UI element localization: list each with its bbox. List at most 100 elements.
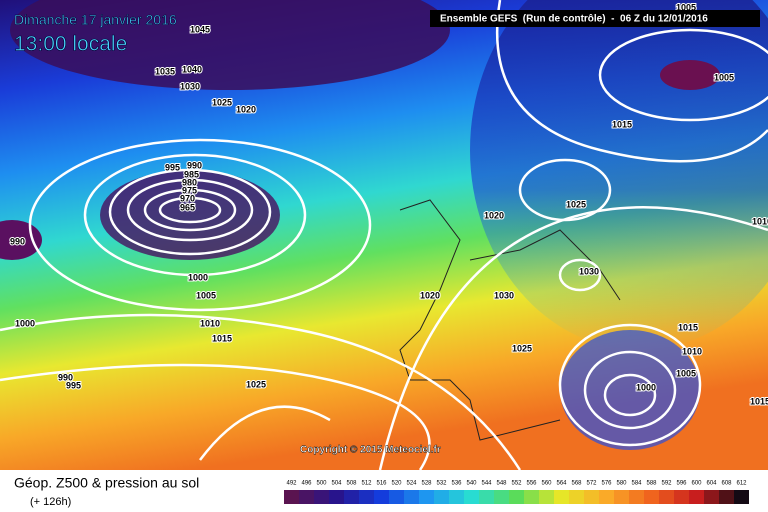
scale-swatch [599,490,614,504]
scale-label: 504 [331,481,342,487]
scale-swatch [689,490,704,504]
scale-label: 540 [466,481,477,487]
scale-swatch [629,490,644,504]
scale-swatch [659,490,674,504]
scale-label: 520 [391,481,402,487]
scale-label: 532 [436,481,447,487]
scale-swatch [734,490,749,504]
scale-label: 588 [646,481,657,487]
isobar-label: 1020 [484,210,504,220]
scale-label: 512 [361,481,372,487]
scale-label: 536 [451,481,462,487]
isobar-label: 1010 [682,346,702,356]
scale-swatch [464,490,479,504]
scale-swatch [704,490,719,504]
scale-label: 508 [346,481,357,487]
scale-label: 528 [421,481,432,487]
scale-label: 584 [631,481,642,487]
footer-title: Géop. Z500 & pression au sol [14,475,199,491]
scale-label: 592 [661,481,672,487]
scale-swatch [389,490,404,504]
scale-label: 492 [286,481,297,487]
scale-label: 572 [586,481,597,487]
background [0,0,768,470]
run-box [430,10,760,27]
scale-swatch [539,490,554,504]
scale-swatch [404,490,419,504]
isobar-label: 1030 [579,266,599,276]
isobar-label: 970 [180,193,195,203]
isobar-label: 1030 [180,81,200,91]
isobar-label: 1025 [566,199,586,209]
isobar-label: 1045 [190,24,210,34]
scale-label: 516 [376,481,387,487]
scale-swatch [509,490,524,504]
isobar-label: 1000 [15,318,35,328]
scale-label: 500 [316,481,327,487]
scale-swatch [614,490,629,504]
scale-swatch [554,490,569,504]
scale-label: 548 [496,481,507,487]
scale-label: 560 [541,481,552,487]
isobar-label: 1015 [212,333,232,343]
scale-swatch [329,490,344,504]
scale-label: 544 [481,481,492,487]
isobar-label: 1015 [612,119,632,129]
scale-label: 556 [526,481,537,487]
scale-label: 600 [691,481,702,487]
isobar-label: 965 [180,202,195,212]
isobar-label: 990 [58,372,73,382]
isobar-label: 990 [187,160,202,170]
scale-swatch [374,490,389,504]
isobar-label: 995 [66,380,81,390]
isobar-label: 1035 [155,66,175,76]
isobar-label: 985 [184,169,199,179]
isobar-label: 1020 [420,290,440,300]
scale-label: 576 [601,481,612,487]
scale-swatch [584,490,599,504]
scale-swatch [524,490,539,504]
scale-label: 568 [571,481,582,487]
scale-label: 580 [616,481,627,487]
scale-swatch [674,490,689,504]
date: Dimanche 17 janvier 2016 [14,12,177,28]
scale-label: 564 [556,481,567,487]
isobar-label: 975 [182,185,197,195]
isobar-label: 1040 [182,64,202,74]
isobar-label: 1025 [512,343,532,353]
scale-swatch [344,490,359,504]
scale-swatch [644,490,659,504]
isobar-label: 1005 [196,290,216,300]
scale-swatch [479,490,494,504]
scale-swatch [359,490,374,504]
run-info: Ensemble GEFS (Run de contrôle) - 06 Z d… [440,14,708,25]
scale-swatch [569,490,584,504]
isobar-label: 1010 [200,318,220,328]
scale-label: 604 [706,481,717,487]
isobar-label: 1025 [246,379,266,389]
scale-swatch [434,490,449,504]
scale-swatch [449,490,464,504]
scale-label: 496 [301,481,312,487]
isobar-label: 1005 [714,72,734,82]
isobar-label: 1000 [188,272,208,282]
time: 13:00 locale [14,33,127,56]
isobar-label: 995 [165,162,180,172]
scale-label: 608 [721,481,732,487]
scale-swatch [494,490,509,504]
isobar-label: 1015 [678,322,698,332]
isobar-label: 1030 [494,290,514,300]
scale-swatch [299,490,314,504]
isobar-label: 1010 [752,216,768,226]
scale-swatch [719,490,734,504]
scale-swatch [314,490,329,504]
copyright: Copyright © 2015 Meteociel.fr [300,445,441,456]
isobar-label: 1005 [676,368,696,378]
isobar-label: 990 [10,236,25,246]
isobar-label: 1015 [750,396,768,406]
isobars [0,0,768,470]
scale-label: 552 [511,481,522,487]
scale-label: 612 [736,481,747,487]
scale-swatch [284,490,299,504]
